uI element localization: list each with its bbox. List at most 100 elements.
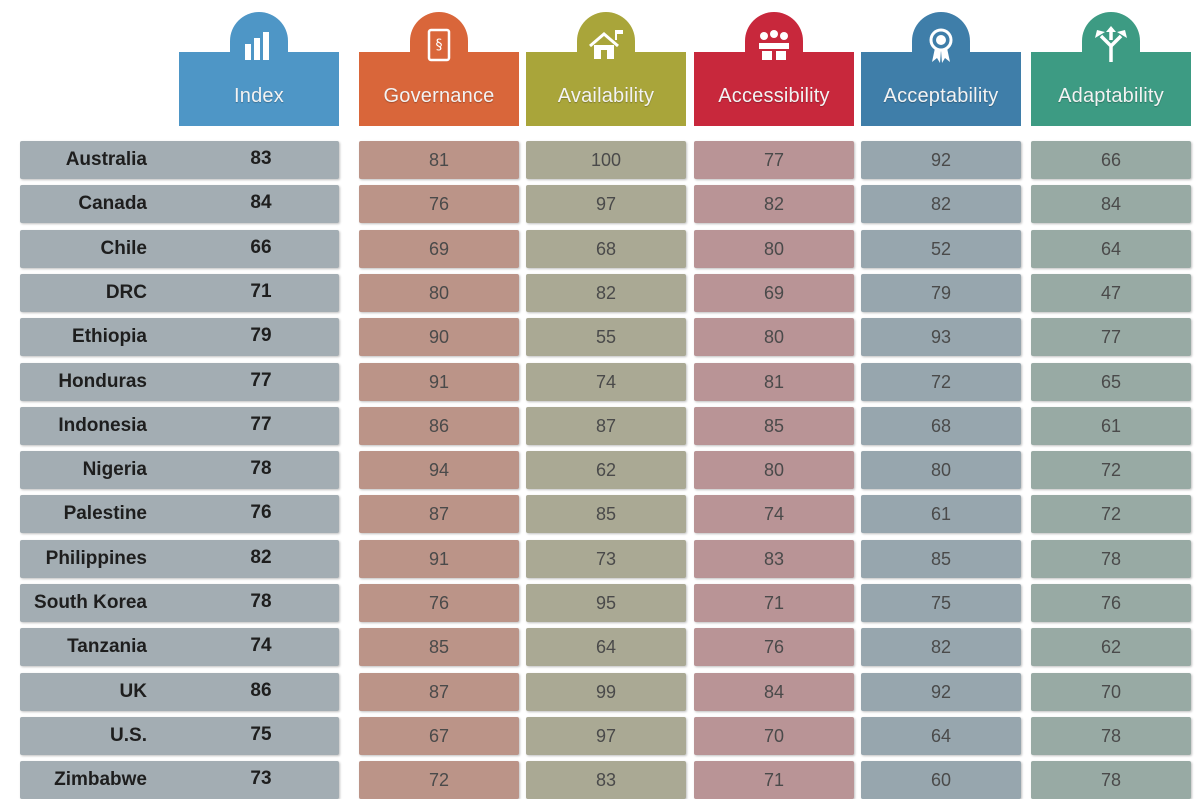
accessibility-value: 83 bbox=[763, 549, 785, 569]
governance-value: 85 bbox=[428, 637, 450, 657]
availability-value: 64 bbox=[595, 637, 617, 657]
adaptability-cell: 65 bbox=[1031, 363, 1191, 401]
acceptability-cell: 72 bbox=[861, 363, 1021, 401]
accessibility-value: 70 bbox=[763, 726, 785, 746]
accessibility-value: 80 bbox=[763, 239, 785, 259]
accessibility-value: 76 bbox=[763, 637, 785, 657]
country-name: Indonesia bbox=[58, 415, 147, 436]
acceptability-value: 61 bbox=[930, 504, 952, 524]
accessibility-cell: 71 bbox=[694, 584, 854, 622]
accessibility-cell: 81 bbox=[694, 363, 854, 401]
accessibility-value: 80 bbox=[763, 460, 785, 480]
acceptability-value: 93 bbox=[930, 327, 952, 347]
law-document-icon: § bbox=[427, 28, 451, 62]
index-value: 82 bbox=[250, 547, 272, 568]
availability-cell: 85 bbox=[526, 495, 686, 533]
house-icon bbox=[589, 30, 623, 59]
index-value: 77 bbox=[250, 414, 272, 435]
table-row: Philippines 82 bbox=[20, 540, 339, 578]
table-row: Nigeria 78 bbox=[20, 451, 339, 489]
index-value: 74 bbox=[250, 635, 272, 656]
accessibility-value: 71 bbox=[763, 593, 785, 613]
availability-cell: 68 bbox=[526, 230, 686, 268]
acceptability-cell: 82 bbox=[861, 628, 1021, 666]
acceptability-cell: 68 bbox=[861, 407, 1021, 445]
availability-cell: 83 bbox=[526, 761, 686, 799]
governance-value: 80 bbox=[428, 283, 450, 303]
accessibility-value: 74 bbox=[763, 504, 785, 524]
governance-value: 72 bbox=[428, 770, 450, 790]
country-name: Nigeria bbox=[82, 459, 147, 480]
acceptability-value: 75 bbox=[930, 593, 952, 613]
acceptability-cell: 93 bbox=[861, 318, 1021, 356]
column-header-label: Adaptability bbox=[1058, 85, 1164, 107]
availability-value: 85 bbox=[595, 504, 617, 524]
adaptability-cell: 64 bbox=[1031, 230, 1191, 268]
availability-cell: 62 bbox=[526, 451, 686, 489]
table-row: Palestine 76 bbox=[20, 495, 339, 533]
governance-cell: 91 bbox=[359, 540, 519, 578]
column-header-label: Governance bbox=[383, 85, 495, 107]
adaptability-cell: 70 bbox=[1031, 673, 1191, 711]
availability-value: 62 bbox=[595, 460, 617, 480]
governance-cell: 80 bbox=[359, 274, 519, 312]
country-name: Chile bbox=[100, 238, 147, 259]
accessibility-cell: 83 bbox=[694, 540, 854, 578]
index-value: 78 bbox=[250, 591, 272, 612]
adaptability-value: 78 bbox=[1100, 770, 1122, 790]
acceptability-value: 64 bbox=[930, 726, 952, 746]
adaptability-value: 65 bbox=[1100, 372, 1122, 392]
country-name: Philippines bbox=[45, 548, 147, 569]
availability-cell: 100 bbox=[526, 141, 686, 179]
index-value: 78 bbox=[250, 458, 272, 479]
governance-value: 94 bbox=[428, 460, 450, 480]
adaptability-cell: 72 bbox=[1031, 495, 1191, 533]
svg-text:§: § bbox=[436, 37, 443, 53]
availability-value: 87 bbox=[595, 416, 617, 436]
accessibility-value: 84 bbox=[763, 682, 785, 702]
column-header-label: Index bbox=[234, 85, 284, 107]
table-row: Honduras 77 bbox=[20, 363, 339, 401]
accessibility-cell: 69 bbox=[694, 274, 854, 312]
adaptability-cell: 72 bbox=[1031, 451, 1191, 489]
column-header-label: Acceptability bbox=[883, 85, 999, 107]
column-header-tab bbox=[745, 12, 803, 70]
acceptability-value: 72 bbox=[930, 372, 952, 392]
index-value: 73 bbox=[250, 768, 272, 789]
column-header-adaptability: Adaptability bbox=[1031, 12, 1191, 126]
availability-cell: 97 bbox=[526, 185, 686, 223]
adaptability-value: 70 bbox=[1100, 682, 1122, 702]
governance-cell: 76 bbox=[359, 185, 519, 223]
acceptability-value: 79 bbox=[930, 283, 952, 303]
accessibility-cell: 80 bbox=[694, 230, 854, 268]
country-name: U.S. bbox=[110, 725, 147, 746]
adaptability-value: 78 bbox=[1100, 726, 1122, 746]
governance-value: 90 bbox=[428, 327, 450, 347]
availability-value: 99 bbox=[595, 682, 617, 702]
adaptability-value: 61 bbox=[1100, 416, 1122, 436]
adaptability-cell: 78 bbox=[1031, 540, 1191, 578]
accessibility-cell: 80 bbox=[694, 318, 854, 356]
column-header-availability: Availability bbox=[526, 12, 686, 126]
adaptability-value: 77 bbox=[1100, 327, 1122, 347]
adaptability-value: 84 bbox=[1100, 194, 1122, 214]
table-row: Ethiopia 79 bbox=[20, 318, 339, 356]
acceptability-cell: 85 bbox=[861, 540, 1021, 578]
column-header-label: Accessibility bbox=[718, 85, 830, 107]
availability-value: 68 bbox=[595, 239, 617, 259]
availability-value: 95 bbox=[595, 593, 617, 613]
availability-cell: 99 bbox=[526, 673, 686, 711]
acceptability-value: 82 bbox=[930, 194, 952, 214]
acceptability-cell: 52 bbox=[861, 230, 1021, 268]
governance-cell: 69 bbox=[359, 230, 519, 268]
availability-cell: 64 bbox=[526, 628, 686, 666]
column-header-acceptability: Acceptability bbox=[861, 12, 1021, 126]
column-header-tab bbox=[577, 12, 635, 70]
accessibility-value: 81 bbox=[763, 372, 785, 392]
accessibility-value: 69 bbox=[763, 283, 785, 303]
accessibility-cell: 84 bbox=[694, 673, 854, 711]
table-row: Indonesia 77 bbox=[20, 407, 339, 445]
table-row: U.S. 75 bbox=[20, 717, 339, 755]
table-row: UK 86 bbox=[20, 673, 339, 711]
column-header-label: Availability bbox=[557, 85, 655, 107]
